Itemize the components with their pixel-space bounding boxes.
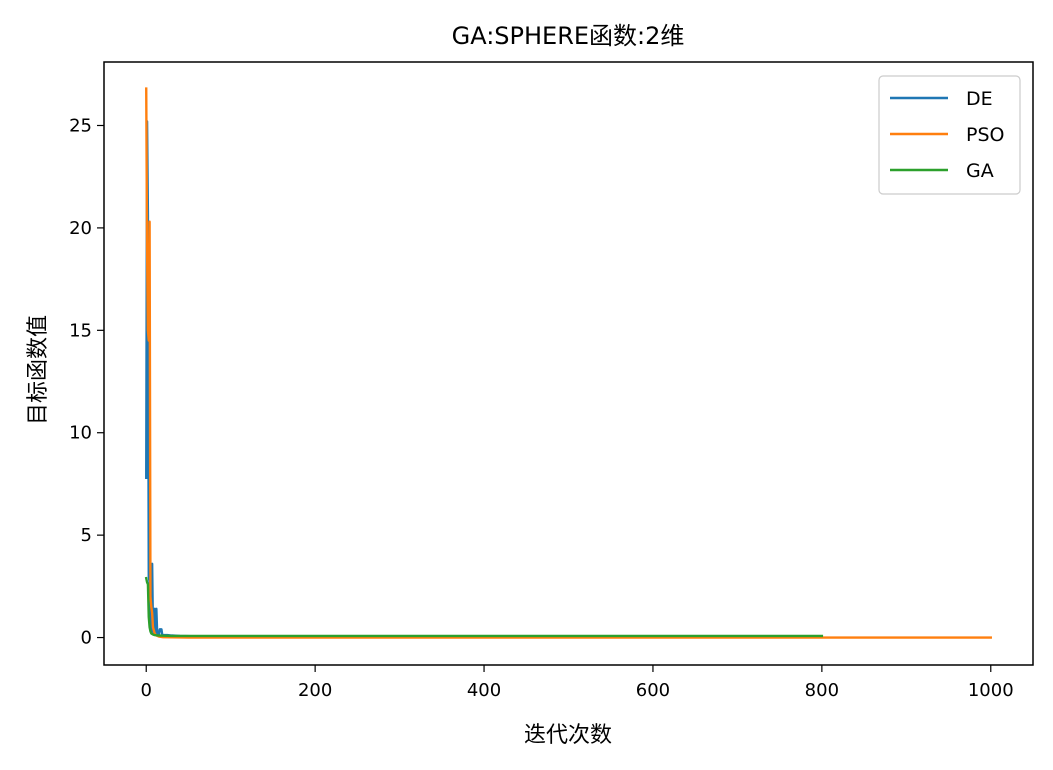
y-tick-label: 0 bbox=[81, 628, 92, 649]
y-tick-label: 10 bbox=[69, 423, 92, 444]
plot-area bbox=[103, 61, 1034, 666]
legend-entries: DE PSO GA bbox=[890, 88, 1004, 182]
y-tick-label: 20 bbox=[69, 218, 92, 239]
y-tick-label: 5 bbox=[81, 525, 92, 546]
legend-label-de: DE bbox=[966, 88, 993, 110]
y-tick-label: 25 bbox=[69, 115, 92, 136]
legend: DE PSO GA bbox=[878, 75, 1021, 195]
series-line-ga bbox=[144, 576, 824, 638]
legend-label-pso: PSO bbox=[966, 124, 1004, 146]
legend-label-ga: GA bbox=[966, 160, 994, 182]
x-tick-label: 1000 bbox=[968, 680, 1014, 701]
x-tick-label: 0 bbox=[141, 680, 152, 701]
chart-title: GA:SPHERE函数:2维 bbox=[452, 22, 685, 50]
x-tick-label: 800 bbox=[805, 680, 839, 701]
series-layer bbox=[144, 87, 992, 639]
y-axis-label: 目标函数值 bbox=[26, 315, 51, 425]
x-tick-label: 600 bbox=[636, 680, 670, 701]
x-axis: 0 200 400 600 800 1000 bbox=[141, 665, 1014, 701]
x-tick-label: 200 bbox=[298, 680, 332, 701]
x-tick-label: 400 bbox=[467, 680, 501, 701]
plot-frame bbox=[103, 61, 1034, 666]
x-axis-label: 迭代次数 bbox=[524, 723, 612, 748]
legend-frame bbox=[878, 75, 1021, 195]
y-axis: 0 5 10 15 20 25 bbox=[69, 115, 104, 649]
y-tick-label: 15 bbox=[69, 320, 92, 341]
